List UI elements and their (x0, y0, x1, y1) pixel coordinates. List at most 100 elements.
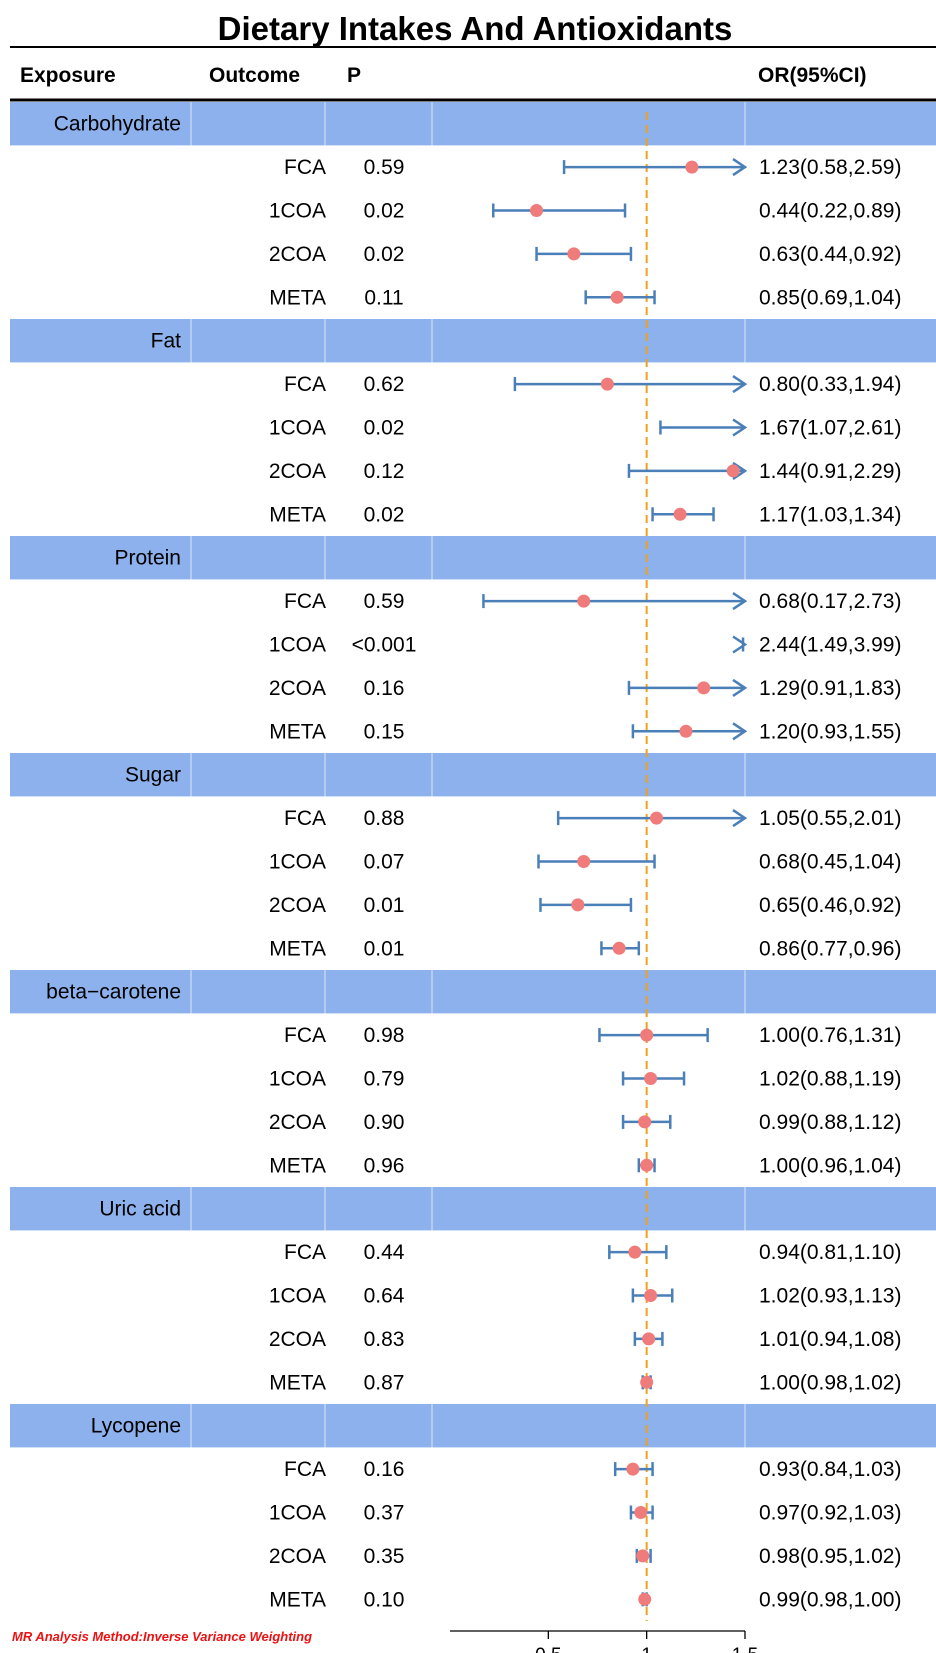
or-ci-label: 0.94(0.81,1.10) (759, 1241, 901, 1264)
point-estimate (640, 1158, 654, 1172)
group-band (10, 753, 936, 797)
x-axis: 0.5 1 1.5 (450, 1630, 758, 1653)
outcome-label: FCA (284, 373, 326, 396)
outcome-label: META (269, 1371, 326, 1394)
point-estimate (567, 247, 581, 261)
p-value: 0.02 (364, 200, 405, 223)
outcome-label: FCA (284, 1458, 326, 1481)
point-estimate (530, 204, 544, 217)
p-value: 0.96 (364, 1154, 405, 1177)
p-value: 0.07 (364, 851, 405, 874)
outcome-label: META (269, 286, 326, 309)
point-estimate (628, 1245, 642, 1259)
group-band (10, 319, 936, 363)
group-band (10, 970, 936, 1014)
header-or: OR(95%CI) (758, 64, 867, 87)
point-estimate (638, 1592, 652, 1606)
ci-arrow-high (732, 375, 748, 394)
p-value: 0.01 (364, 894, 405, 917)
or-ci-label: 1.02(0.93,1.13) (759, 1285, 901, 1308)
outcome-label: META (269, 503, 326, 526)
point-estimate (571, 898, 585, 912)
outcome-label: 1COA (269, 200, 326, 223)
p-value: 0.12 (364, 460, 405, 483)
outcome-label: 1COA (269, 417, 326, 440)
point-estimate (640, 1375, 654, 1389)
outcome-label: 1COA (269, 1068, 326, 1091)
or-ci-label: 1.17(1.03,1.34) (759, 503, 901, 526)
outcome-label: META (269, 937, 326, 960)
point-estimate (726, 464, 740, 478)
x-tick-label: 0.5 (535, 1645, 561, 1653)
outcome-label: FCA (284, 807, 326, 830)
point-estimate (644, 1289, 658, 1302)
or-ci-label: 0.63(0.44,0.92) (759, 243, 901, 266)
or-ci-label: 1.00(0.96,1.04) (759, 1154, 901, 1177)
outcome-label: META (269, 1588, 326, 1611)
ci-arrow-high (732, 678, 748, 697)
point-estimate (636, 1549, 650, 1563)
point-estimate (626, 1462, 640, 1476)
ci-arrow-high (732, 158, 748, 177)
point-estimate (685, 160, 699, 174)
outcome-label: 2COA (269, 1328, 326, 1351)
point-estimate (642, 1332, 656, 1346)
outcome-label: 2COA (269, 460, 326, 483)
group-band (10, 102, 936, 146)
p-value: 0.98 (364, 1024, 405, 1047)
point-estimate (638, 1115, 652, 1129)
outcome-label: META (269, 720, 326, 743)
outcome-label: 1COA (269, 1502, 326, 1525)
x-tick-label: 1.5 (732, 1645, 758, 1653)
table-text: Carbohydrate FCA 0.59 1.23(0.58,2.59) 1COA 0.… (46, 113, 901, 1612)
or-ci-label: 1.23(0.58,2.59) (759, 156, 901, 179)
or-ci-label: 0.68(0.17,2.73) (759, 590, 901, 613)
column-dividers (190, 102, 746, 1621)
point-estimate (610, 290, 624, 304)
outcome-label: 1COA (269, 851, 326, 874)
data-marks (482, 158, 748, 1607)
point-estimate (673, 507, 687, 521)
ci-arrow-high (732, 635, 748, 654)
or-ci-label: 1.20(0.93,1.55) (759, 720, 901, 743)
p-value: 0.11 (364, 286, 403, 309)
group-label: Fat (151, 330, 182, 353)
p-value: 0.62 (364, 373, 405, 396)
p-value: 0.16 (364, 677, 405, 700)
group-label: beta−carotene (46, 981, 181, 1004)
or-ci-label: 1.00(0.76,1.31) (759, 1024, 901, 1047)
p-value: <0.001 (352, 634, 417, 657)
group-label: Carbohydrate (54, 113, 181, 136)
p-value: 0.02 (364, 417, 405, 440)
p-value: 0.44 (364, 1241, 405, 1264)
or-ci-label: 1.67(1.07,2.61) (759, 417, 901, 440)
group-label: Lycopene (91, 1415, 181, 1438)
point-estimate (600, 377, 614, 391)
p-value: 0.59 (364, 156, 405, 179)
point-estimate (679, 724, 693, 738)
footnote: MR Analysis Method:Inverse Variance Weig… (12, 1629, 312, 1644)
or-ci-label: 0.98(0.95,1.02) (759, 1545, 901, 1568)
p-value: 0.87 (364, 1371, 405, 1394)
or-ci-label: 0.44(0.22,0.89) (759, 200, 901, 223)
p-value: 0.15 (364, 720, 405, 743)
p-value: 0.83 (364, 1328, 405, 1351)
outcome-label: 2COA (269, 1111, 326, 1134)
point-estimate (697, 681, 711, 695)
chart-title: Dietary Intakes And Antioxidants (218, 10, 733, 47)
outcome-label: FCA (284, 1024, 326, 1047)
p-value: 0.37 (364, 1502, 405, 1525)
group-label: Protein (114, 547, 181, 570)
x-tick-label: 1 (641, 1645, 652, 1653)
or-ci-label: 0.85(0.69,1.04) (759, 286, 901, 309)
or-ci-label: 1.05(0.55,2.01) (759, 807, 901, 830)
outcome-label: FCA (284, 156, 326, 179)
p-value: 0.79 (364, 1068, 405, 1091)
or-ci-label: 0.93(0.84,1.03) (759, 1458, 901, 1481)
p-value: 0.35 (364, 1545, 405, 1568)
ci-arrow-high (732, 722, 748, 741)
point-estimate (634, 1506, 648, 1519)
p-value: 0.90 (364, 1111, 405, 1134)
point-estimate (577, 855, 591, 868)
or-ci-label: 1.00(0.98,1.02) (759, 1371, 901, 1394)
